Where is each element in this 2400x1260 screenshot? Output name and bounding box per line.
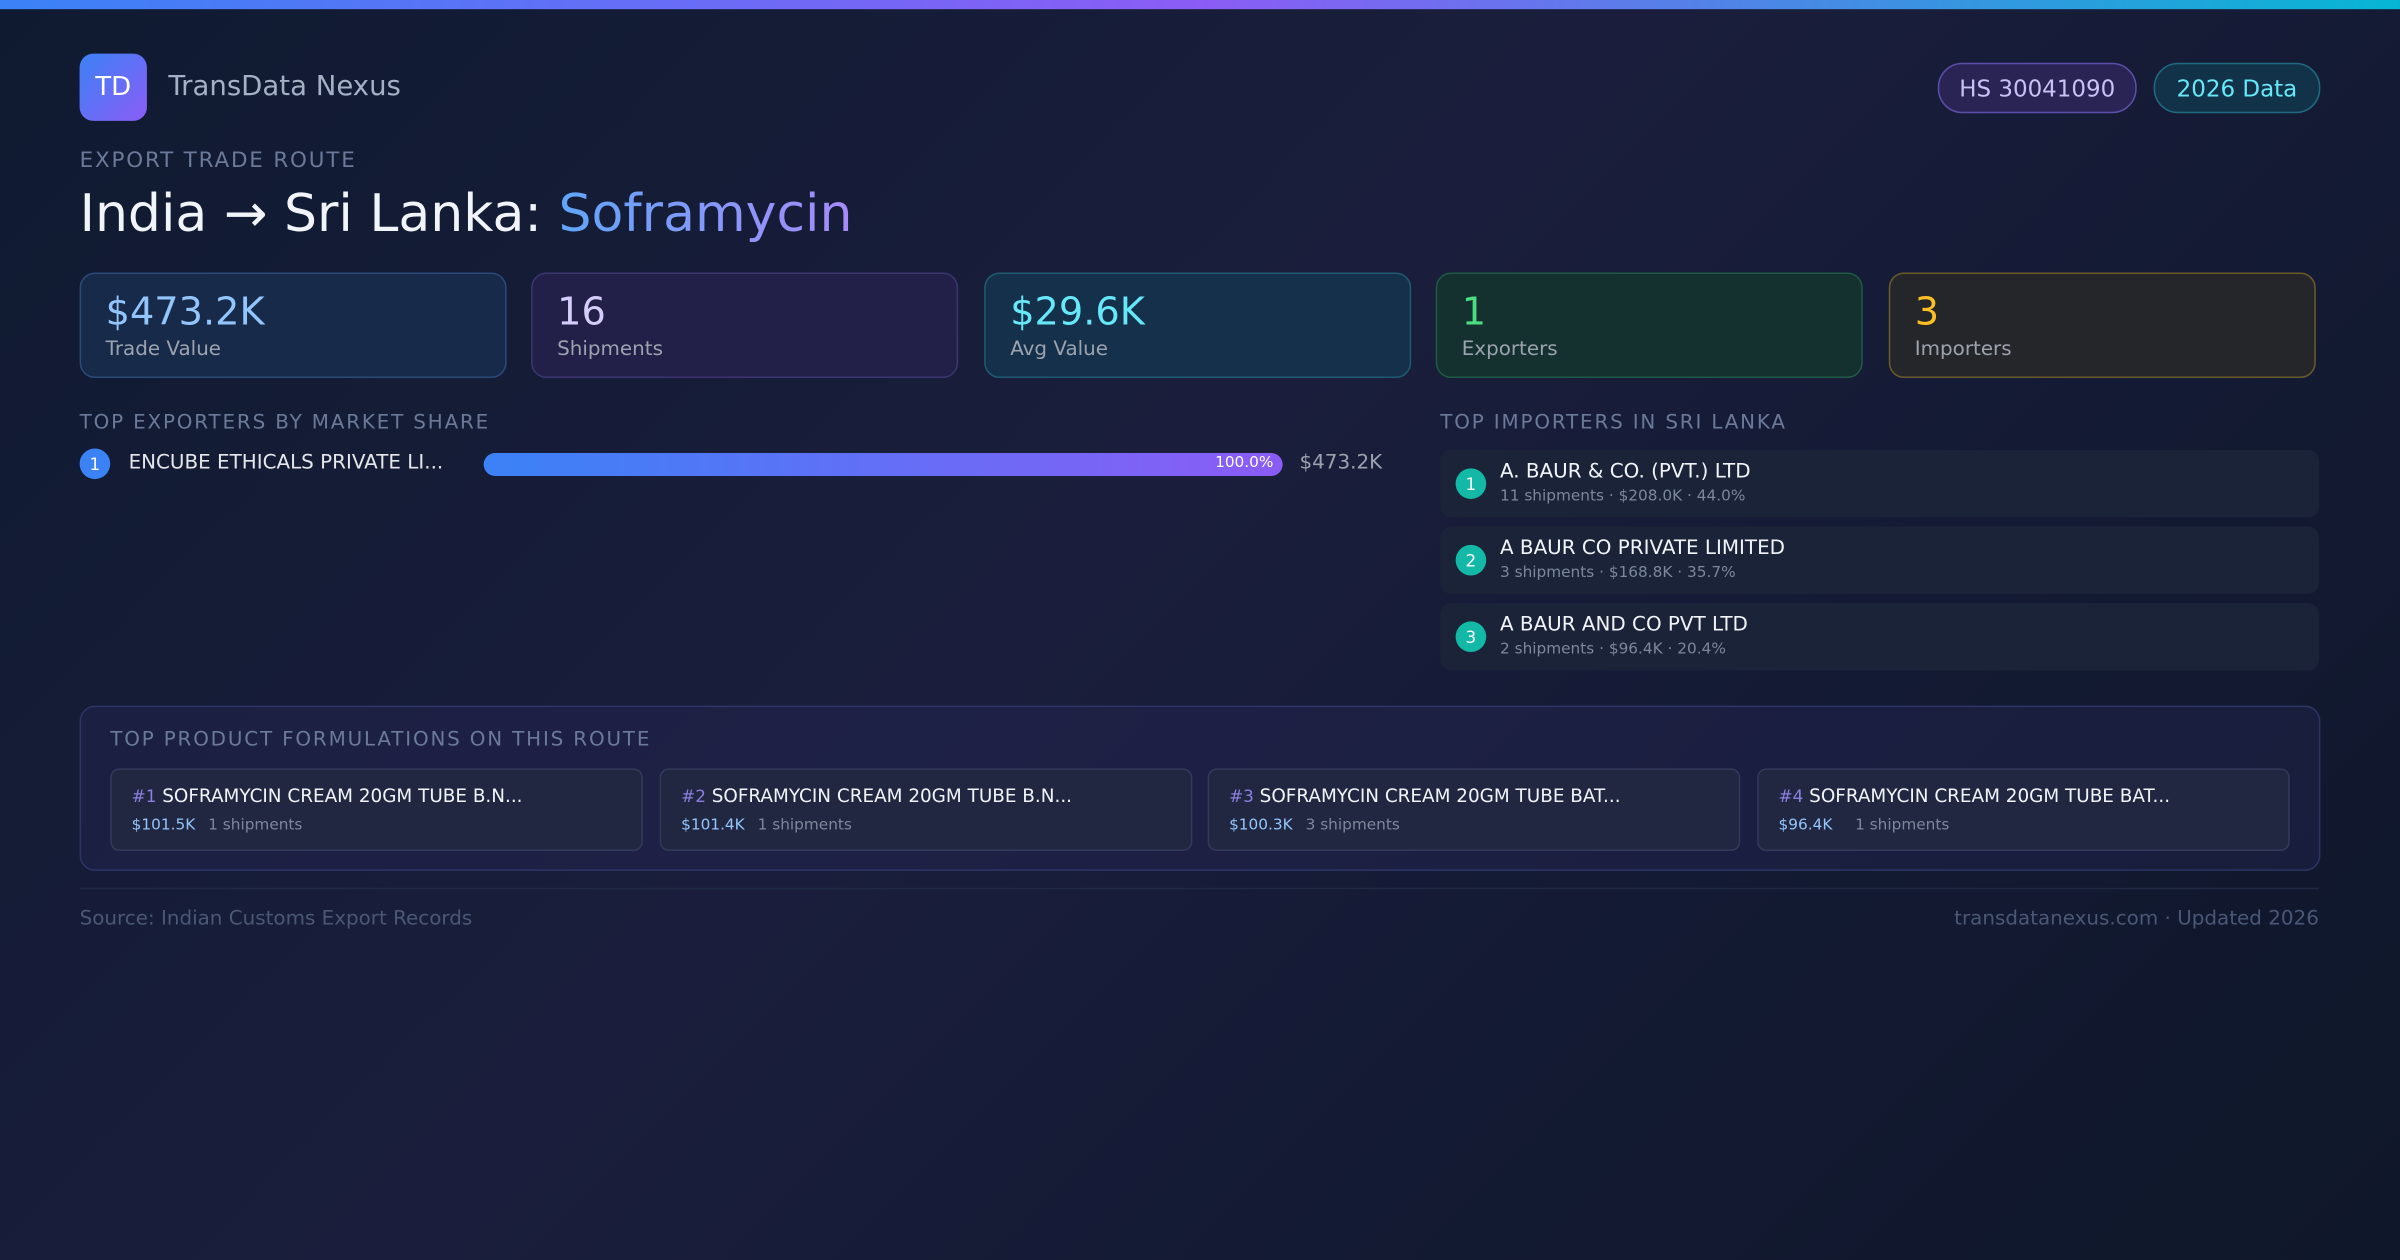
share-bar: [483, 453, 1283, 477]
kpi-value: 16: [557, 289, 606, 334]
product-rank: #4: [1778, 786, 1804, 807]
product-shipments: 1 shipments: [1855, 817, 1950, 835]
section-title: TOP EXPORTERS BY MARKET SHARE: [79, 411, 491, 435]
kpi-card: 3 Importers: [1888, 272, 2316, 379]
importer-detail: 2 shipments · $96.4K · 20.4%: [1499, 641, 1726, 659]
divider: [79, 887, 2319, 890]
product-name: SOFRAMYCIN CREAM 20GM TUBE B.N...: [162, 785, 523, 807]
importer-row: 2 A BAUR CO PRIVATE LIMITED 3 shipments · …: [1440, 526, 2319, 594]
product-name: SOFRAMYCIN CREAM 20GM TUBE BAT...: [1809, 785, 2171, 807]
rank-badge: 1: [79, 448, 111, 480]
logo: TD: [79, 53, 147, 121]
importer-detail: 11 shipments · $208.0K · 44.0%: [1499, 488, 1746, 506]
importer-row: 1 A. BAUR & CO. (PVT.) LTD 11 shipments · …: [1440, 449, 2319, 518]
product-rank: #1: [131, 786, 157, 807]
product-shipments: 1 shipments: [208, 817, 303, 835]
kpi-card: 16 Shipments: [531, 272, 959, 379]
share-label: 100.0%: [1215, 454, 1274, 472]
section-title: TOP IMPORTERS IN SRI LANKA: [1440, 411, 1787, 435]
kpi-label: Shipments: [557, 338, 663, 362]
kpi-value: 3: [1914, 289, 1940, 334]
kpi-card: $473.2K Trade Value: [79, 272, 507, 379]
importer-detail: 3 shipments · $168.8K · 35.7%: [1499, 564, 1736, 582]
badge: HS 30041090: [1937, 62, 2137, 114]
brand: TransData Nexus: [168, 70, 401, 103]
badge: 2026 Data: [2153, 62, 2321, 114]
footer-site: transdatanexus.com · Updated 2026: [1954, 907, 2319, 931]
product-value: $96.4K: [1778, 817, 1833, 835]
exporter-name: ENCUBE ETHICALS PRIVATE LI...: [128, 451, 444, 475]
share-track: 100.0%: [483, 453, 1283, 477]
product-name: SOFRAMYCIN CREAM 20GM TUBE B.N...: [711, 785, 1073, 807]
product-name: SOFRAMYCIN CREAM 20GM TUBE BAT...: [1259, 785, 1621, 807]
exporter-value: $473.2K: [1299, 451, 1383, 475]
products-panel: TOP PRODUCT FORMULATIONS ON THIS ROUTE #…: [79, 705, 2321, 871]
importer-row: 3 A BAUR AND CO PVT LTD 2 shipments · $96.…: [1440, 603, 2319, 671]
accent-bar: [0, 0, 2400, 10]
rank-badge: 3: [1455, 621, 1487, 653]
eyebrow: EXPORT TRADE ROUTE: [79, 148, 357, 173]
importer-name: A. BAUR & CO. (PVT.) LTD: [1499, 460, 1751, 484]
section-title: TOP PRODUCT FORMULATIONS ON THIS ROUTE: [110, 728, 652, 752]
kpi-label: Exporters: [1461, 338, 1558, 362]
product-value: $100.3K: [1229, 817, 1293, 835]
kpi-value: $29.6K: [1010, 289, 1145, 334]
product-shipments: 3 shipments: [1305, 817, 1400, 835]
kpi-card: 1 Exporters: [1435, 272, 1863, 379]
product-card: #4 SOFRAMYCIN CREAM 20GM TUBE BAT... $96.4…: [1757, 768, 2290, 852]
importer-name: A BAUR AND CO PVT LTD: [1499, 613, 1748, 637]
product-rank: #3: [1229, 786, 1254, 807]
rank-badge: 1: [1455, 468, 1487, 499]
kpi-value: $473.2K: [105, 289, 265, 334]
page-title: India → Sri Lanka: Soframycin: [80, 184, 853, 245]
kpi-value: 1: [1461, 289, 1487, 334]
kpi-label: Importers: [1914, 338, 2012, 362]
importer-name: A BAUR CO PRIVATE LIMITED: [1499, 537, 1785, 561]
title-text: India → Sri Lanka:: [79, 183, 559, 245]
product-shipments: 1 shipments: [757, 817, 852, 835]
product-card: #2 SOFRAMYCIN CREAM 20GM TUBE B.N... $101.…: [659, 768, 1193, 852]
kpi-label: Trade Value: [105, 338, 222, 362]
rank-badge: 2: [1455, 544, 1487, 576]
product-name: Soframycin: [558, 183, 853, 245]
kpi-card: $29.6K Avg Value: [984, 272, 1412, 379]
product-card: #1 SOFRAMYCIN CREAM 20GM TUBE B.N... $101.…: [110, 768, 643, 852]
product-rank: #2: [681, 786, 706, 807]
kpi-label: Avg Value: [1010, 338, 1109, 362]
product-value: $101.5K: [131, 817, 196, 835]
product-card: #3 SOFRAMYCIN CREAM 20GM TUBE BAT... $100.…: [1207, 768, 1741, 852]
footer-source: Source: Indian Customs Export Records: [79, 907, 473, 931]
product-value: $101.4K: [681, 817, 745, 835]
